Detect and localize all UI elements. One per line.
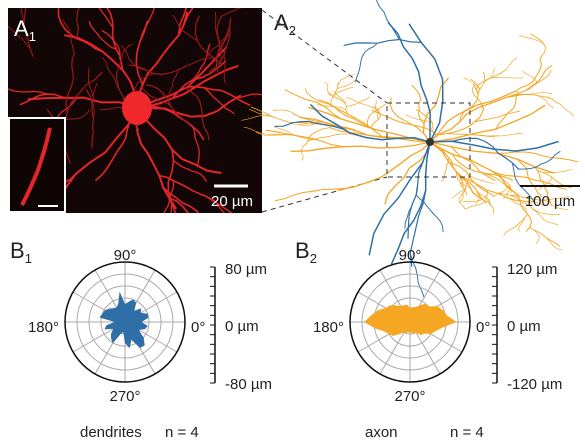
branch (515, 55, 542, 91)
panel-label: A2 (274, 10, 296, 38)
branch (273, 110, 298, 116)
branch (539, 214, 558, 225)
branch (531, 34, 546, 56)
angle-label: 270° (109, 388, 140, 405)
angle-label: 90° (399, 247, 422, 264)
polar-panel: 90° 180° 0° 270° 120 µm 0 µm -120 µm B2 axon n = … (295, 238, 562, 441)
branch (493, 185, 508, 197)
branch (442, 158, 449, 181)
scale-label: 0 µm (225, 318, 259, 335)
label-sub: 1 (29, 29, 36, 44)
branch (338, 142, 430, 190)
branch (81, 0, 89, 4)
branch (476, 190, 479, 204)
branch (356, 43, 378, 82)
label-sub: 2 (289, 23, 296, 38)
branch (308, 133, 356, 141)
branch (63, 221, 83, 250)
branch (222, 217, 257, 235)
angle-label: 180° (28, 319, 59, 336)
rose-shape (100, 292, 149, 349)
branch (66, 229, 91, 253)
branch (519, 217, 525, 231)
polar-panel: 90° 180° 0° 270° 80 µm 0 µm -80 µm B1 dendrites n… (10, 238, 272, 441)
branch (408, 162, 423, 238)
branch (516, 94, 560, 104)
angle-label: 90° (114, 247, 137, 264)
branch (538, 96, 553, 108)
branch (71, 0, 107, 7)
branch (499, 174, 519, 196)
branch (560, 104, 574, 117)
branch (475, 111, 521, 122)
label-sub: 1 (25, 251, 32, 266)
branch (523, 71, 537, 83)
panel-label: B1 (10, 238, 32, 266)
angle-label: 180° (313, 319, 344, 336)
n-label: n = 4 (165, 424, 199, 441)
branch (416, 195, 443, 232)
branch (301, 146, 303, 160)
branch (344, 40, 421, 46)
branch (485, 68, 494, 81)
label: B (10, 238, 25, 263)
label: A (14, 16, 29, 41)
label-sub: 2 (310, 251, 317, 266)
angle-label: 0° (191, 319, 205, 336)
caption: dendrites (80, 424, 142, 441)
branch (285, 90, 341, 119)
angle-label: 0° (476, 319, 490, 336)
figure: 20 µm A1 A2 100 µm 90°180°0°270°80 µm0 µ… (0, 0, 585, 442)
branch (477, 71, 505, 90)
caption: axon (365, 424, 398, 441)
branch (412, 85, 424, 123)
branch (331, 83, 338, 106)
rose-shape (364, 304, 456, 336)
label: B (295, 238, 310, 263)
branch (337, 78, 357, 89)
branch (370, 107, 380, 128)
inset (9, 118, 65, 212)
scale-label: 20 µm (211, 193, 253, 210)
scale-label: 120 µm (507, 261, 557, 278)
branch (385, 142, 430, 204)
soma (426, 138, 434, 146)
panel-label: B2 (295, 238, 317, 266)
scale-label: 0 µm (507, 318, 541, 335)
branch (291, 142, 430, 151)
branch (505, 58, 517, 71)
scale-label: -80 µm (225, 376, 272, 393)
scale-label: 80 µm (225, 261, 267, 278)
scale-label: 100 µm (525, 193, 575, 210)
branch (530, 227, 560, 246)
branch (492, 77, 523, 78)
branch (504, 214, 528, 235)
scale-label: -120 µm (507, 376, 562, 393)
angle-label: 270° (394, 388, 425, 405)
n-label: n = 4 (450, 424, 484, 441)
soma (122, 91, 152, 125)
branch (452, 147, 495, 181)
label: A (274, 10, 289, 35)
branch (376, 0, 399, 40)
branch (200, 225, 214, 257)
